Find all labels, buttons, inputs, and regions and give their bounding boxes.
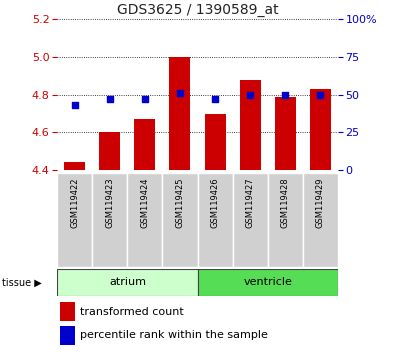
Text: GSM119423: GSM119423	[105, 177, 115, 228]
Point	[212, 96, 218, 102]
FancyBboxPatch shape	[127, 173, 162, 267]
FancyBboxPatch shape	[267, 173, 303, 267]
Text: GSM119425: GSM119425	[175, 177, 184, 228]
Point	[282, 92, 288, 97]
Bar	[310, 89, 331, 170]
FancyBboxPatch shape	[198, 173, 233, 267]
FancyBboxPatch shape	[57, 269, 198, 296]
Text: GSM119428: GSM119428	[280, 177, 290, 228]
Bar	[60, 326, 75, 344]
FancyBboxPatch shape	[233, 173, 267, 267]
Point	[177, 90, 183, 96]
Bar	[205, 114, 226, 170]
Bar	[64, 162, 85, 170]
Bar	[99, 132, 120, 170]
Point	[247, 92, 253, 97]
Point	[71, 102, 78, 108]
Point	[142, 96, 148, 102]
Text: tissue ▶: tissue ▶	[2, 277, 42, 287]
FancyBboxPatch shape	[92, 173, 127, 267]
Text: transformed count: transformed count	[80, 307, 184, 316]
Title: GDS3625 / 1390589_at: GDS3625 / 1390589_at	[117, 3, 278, 17]
Text: GSM119424: GSM119424	[140, 177, 149, 228]
Text: GSM119427: GSM119427	[246, 177, 255, 228]
Text: percentile rank within the sample: percentile rank within the sample	[80, 330, 268, 341]
Text: GSM119422: GSM119422	[70, 177, 79, 228]
Bar	[60, 302, 75, 321]
FancyBboxPatch shape	[162, 173, 198, 267]
Bar	[239, 80, 261, 170]
Point	[317, 92, 324, 97]
Text: GSM119429: GSM119429	[316, 177, 325, 228]
Bar	[134, 119, 156, 170]
Bar	[169, 57, 190, 170]
FancyBboxPatch shape	[303, 173, 338, 267]
FancyBboxPatch shape	[57, 173, 92, 267]
Text: atrium: atrium	[109, 277, 146, 287]
FancyBboxPatch shape	[198, 269, 338, 296]
Point	[107, 96, 113, 102]
Text: GSM119426: GSM119426	[211, 177, 220, 228]
Bar	[275, 97, 295, 170]
Text: ventricle: ventricle	[243, 277, 292, 287]
